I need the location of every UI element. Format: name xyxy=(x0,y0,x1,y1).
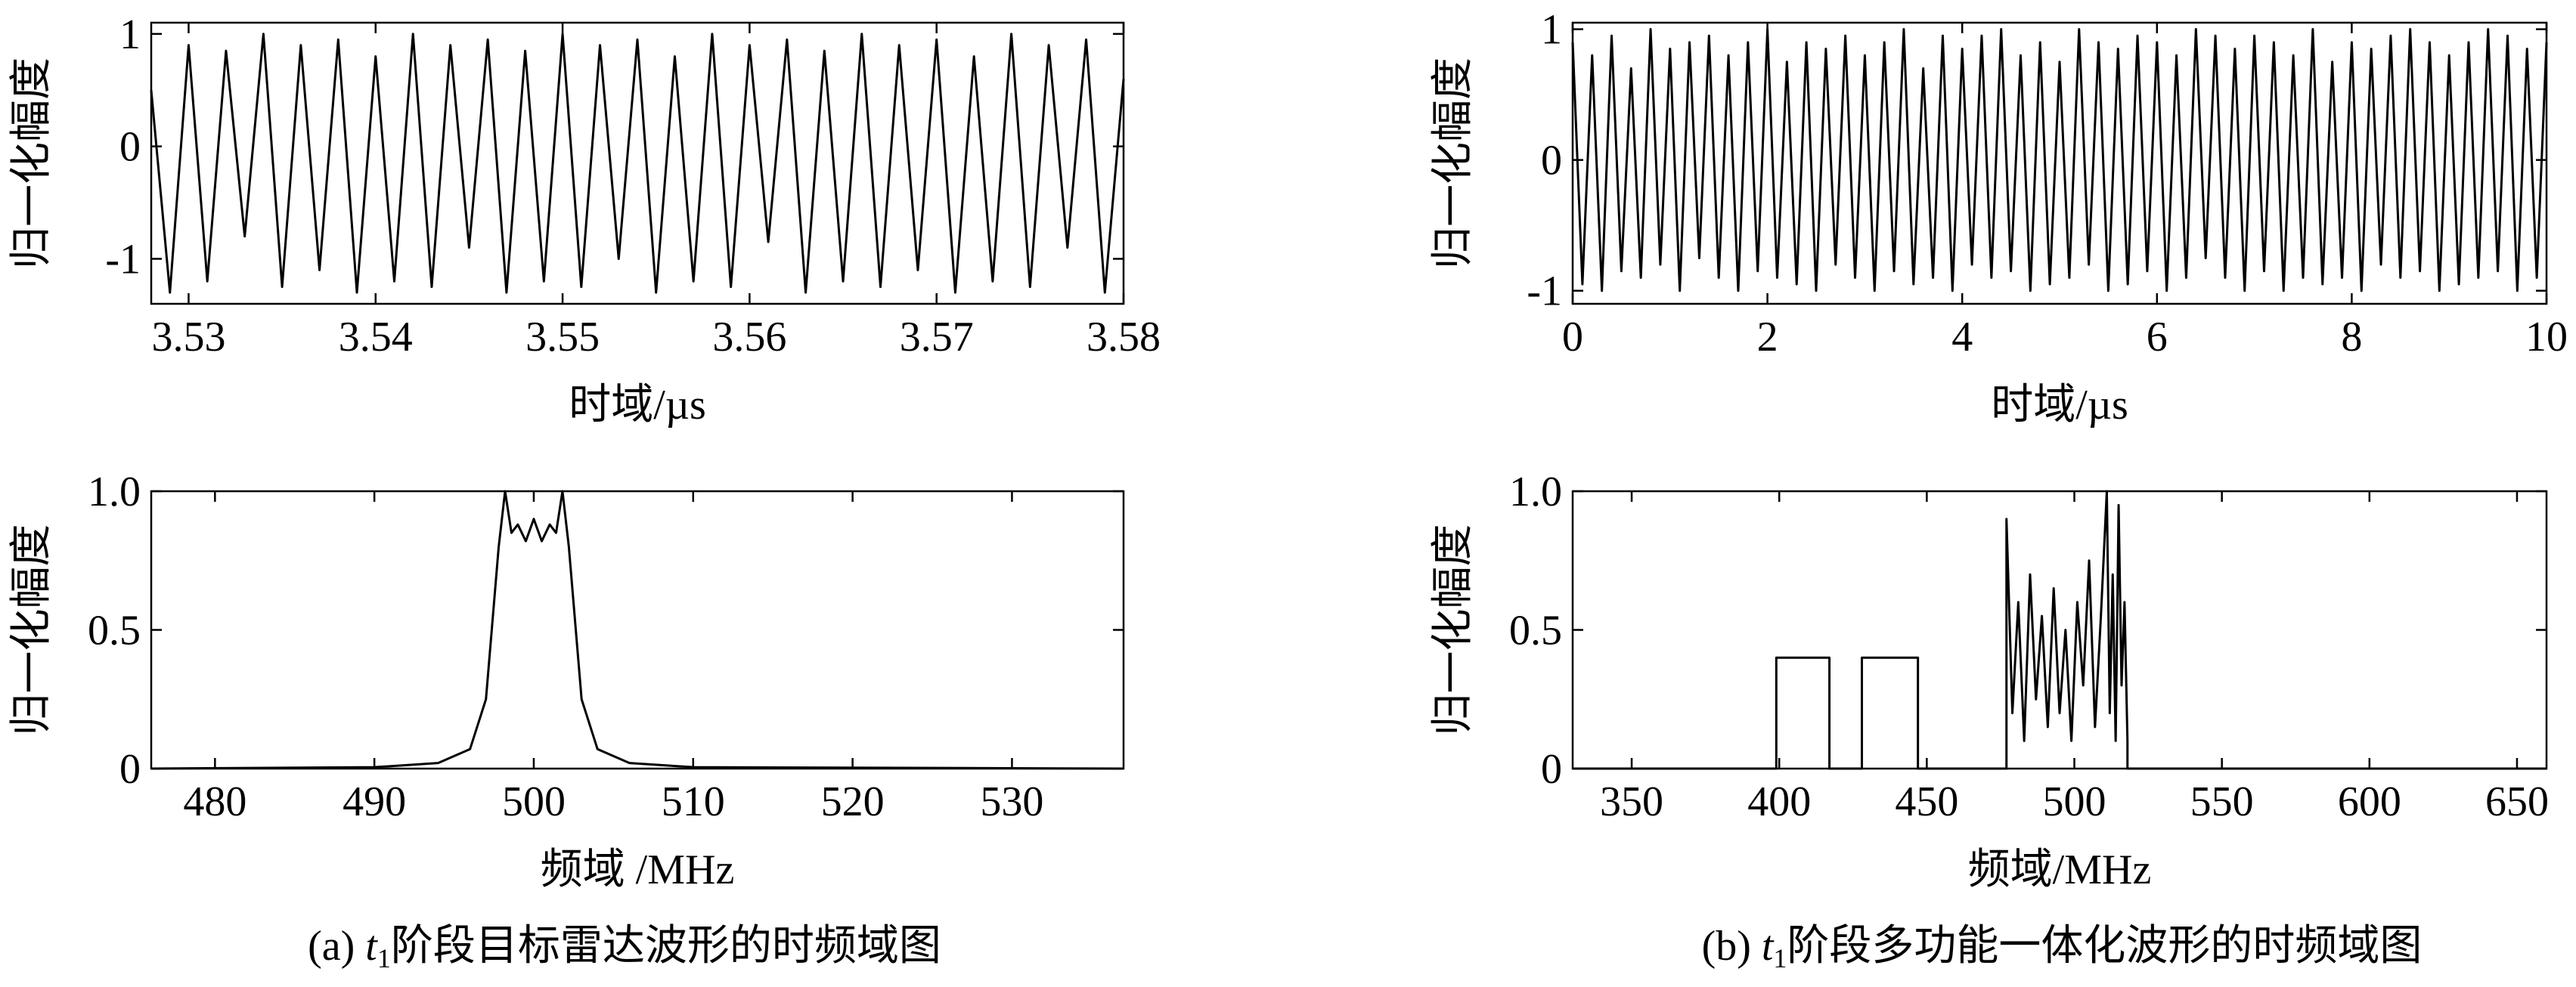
y-tick-label: 0 xyxy=(119,124,141,171)
x-tick-label: 550 xyxy=(2190,778,2254,825)
plot-frame xyxy=(1571,21,2548,305)
x-tick-label: 3.57 xyxy=(900,314,974,360)
series-line xyxy=(1571,28,2548,292)
y-tick-label: 1.0 xyxy=(1509,469,1562,515)
series-line xyxy=(150,32,1125,294)
x-tick-label: 400 xyxy=(1747,778,1811,825)
plot-frame xyxy=(1571,490,2548,770)
caption-sub: 1 xyxy=(377,943,391,973)
y-tick-label: 0.5 xyxy=(1509,608,1562,654)
x-tick-label: 500 xyxy=(2043,778,2106,825)
x-tick-label: 3.53 xyxy=(151,314,225,360)
x-tick-label: 650 xyxy=(2485,778,2549,825)
x-tick-label: 4 xyxy=(1951,314,1973,360)
x-tick-label: 3.56 xyxy=(712,314,786,360)
y-tick-label: 1 xyxy=(119,11,141,58)
series-line xyxy=(150,490,1124,770)
x-tick-label: 3.58 xyxy=(1087,314,1161,360)
y-axis-label: 归一化幅度 xyxy=(8,57,55,269)
x-tick-label: 350 xyxy=(1600,778,1663,825)
caption: (a) t1阶段目标雷达波形的时频域图 xyxy=(308,923,941,973)
x-tick-label: 8 xyxy=(2341,314,2362,360)
y-tick-label: 1.0 xyxy=(88,469,141,515)
x-tick-label: 520 xyxy=(821,778,885,825)
y-tick-label: 0 xyxy=(1541,138,1562,184)
y-axis-label: 归一化幅度 xyxy=(8,524,55,736)
caption-text: 阶段目标雷达波形的时频域图 xyxy=(391,923,941,970)
x-tick-label: 480 xyxy=(183,778,246,825)
y-tick-label: 1 xyxy=(1541,7,1562,54)
x-tick-label: 6 xyxy=(2147,314,2168,360)
x-axis-label: 频域 /MHz xyxy=(541,846,735,893)
x-tick-label: 530 xyxy=(980,778,1043,825)
caption-var: t xyxy=(365,923,378,970)
y-axis-label: 归一化幅度 xyxy=(1430,524,1477,736)
x-tick-label: 490 xyxy=(343,778,406,825)
x-axis-label: 时域/µs xyxy=(1991,382,2128,429)
x-axis-label: 时域/µs xyxy=(569,382,706,429)
x-tick-label: 500 xyxy=(502,778,566,825)
y-tick-label: 0 xyxy=(119,746,141,793)
x-tick-label: 10 xyxy=(2525,314,2568,360)
x-tick-label: 510 xyxy=(662,778,725,825)
caption-label: (b) xyxy=(1702,923,1751,970)
y-tick-label: 0.5 xyxy=(88,608,141,654)
plot-frame xyxy=(150,490,1125,770)
x-tick-label: 450 xyxy=(1895,778,1958,825)
x-tick-label: 3.55 xyxy=(525,314,600,360)
y-tick-label: -1 xyxy=(105,236,141,283)
y-axis-label: 归一化幅度 xyxy=(1430,57,1477,269)
x-tick-label: 0 xyxy=(1562,314,1583,360)
caption-text: 阶段多功能一体化波形的时频域图 xyxy=(1787,923,2422,970)
caption: (b) t1阶段多功能一体化波形的时频域图 xyxy=(1702,923,2423,973)
caption-label: (a) xyxy=(308,923,355,970)
plot-frame xyxy=(150,21,1125,305)
caption-var: t xyxy=(1762,923,1775,970)
x-tick-label: 2 xyxy=(1757,314,1778,360)
x-axis-label: 频域/MHz xyxy=(1968,846,2152,893)
y-tick-label: 0 xyxy=(1541,746,1562,793)
x-tick-label: 600 xyxy=(2338,778,2401,825)
series-line xyxy=(1573,490,2547,770)
x-tick-label: 3.54 xyxy=(339,314,413,360)
caption-sub: 1 xyxy=(1773,943,1787,973)
y-tick-label: -1 xyxy=(1527,268,1562,315)
